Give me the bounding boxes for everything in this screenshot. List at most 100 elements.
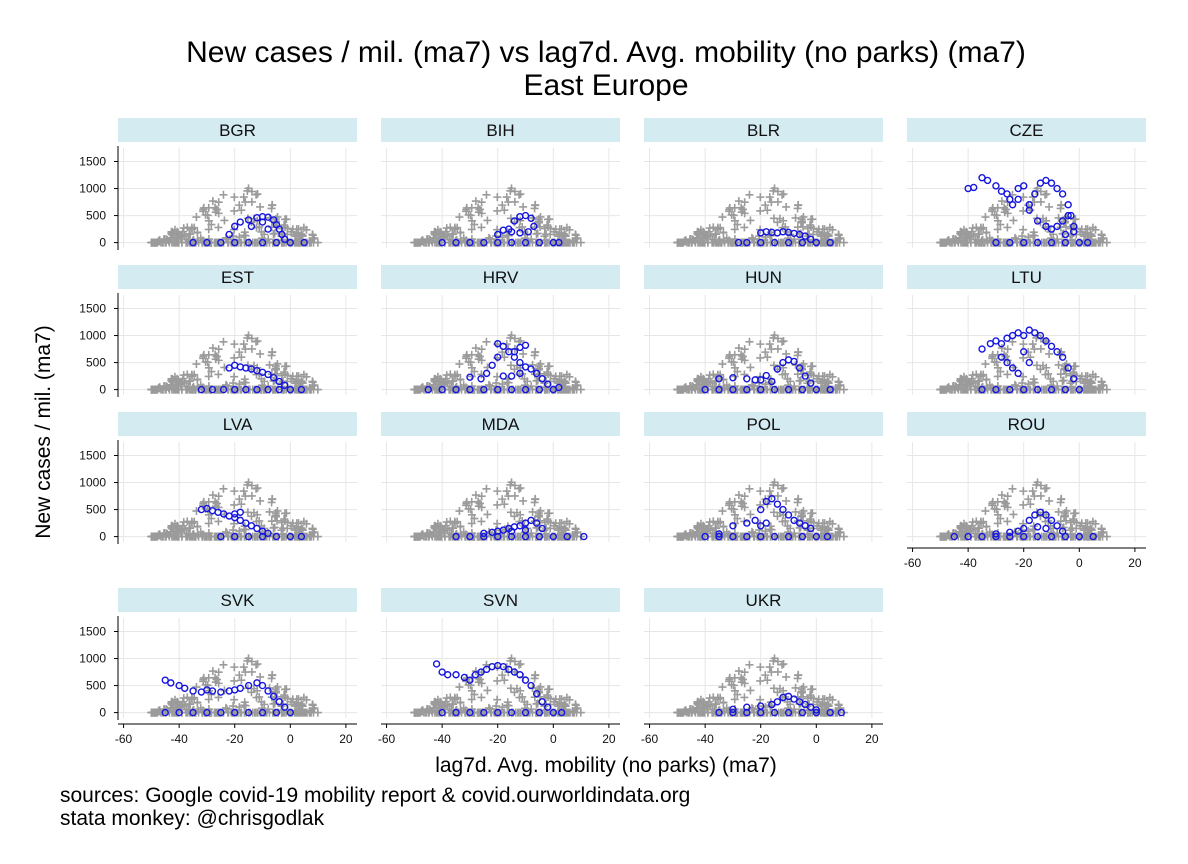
- data-point: [516, 343, 524, 352]
- background-point: [483, 510, 492, 519]
- background-point: [957, 230, 966, 239]
- background-point: [462, 207, 471, 216]
- background-point: [442, 224, 451, 233]
- panel-pol: POL: [644, 412, 883, 542]
- data-point: [264, 213, 272, 221]
- background-point: [235, 348, 244, 357]
- data-point: [978, 174, 986, 182]
- background-point: [241, 378, 250, 387]
- x-tick-label: -40: [170, 732, 188, 746]
- panel-rou: ROU-60 -40 -20 0 20: [904, 412, 1146, 570]
- data-point: [264, 385, 272, 394]
- background-point: [779, 190, 788, 199]
- data-point: [275, 377, 283, 386]
- data-point: [1031, 190, 1039, 198]
- background-point: [719, 228, 728, 237]
- background-point: [756, 487, 765, 496]
- background-point: [208, 344, 217, 353]
- data-point: [992, 182, 1000, 190]
- data-point: [236, 684, 244, 692]
- data-point: [1061, 238, 1070, 247]
- data-point: [516, 229, 524, 237]
- data-point: [269, 374, 278, 382]
- background-point: [756, 206, 765, 215]
- background-point: [544, 509, 553, 518]
- background-point: [271, 364, 280, 373]
- background-point: [208, 197, 217, 206]
- background-point: [243, 333, 252, 342]
- background-point: [483, 686, 492, 695]
- background-point: [467, 363, 476, 372]
- panel-label: ROU: [1008, 415, 1046, 434]
- data-point: [253, 385, 261, 394]
- background-point: [981, 360, 990, 369]
- background-point: [260, 230, 269, 239]
- data-point: [1033, 217, 1042, 225]
- data-point: [1036, 179, 1045, 187]
- background-point: [462, 354, 471, 363]
- background-point: [993, 216, 1002, 225]
- data-point: [784, 238, 793, 247]
- background-point: [504, 198, 513, 207]
- x-tick-label: 0: [550, 732, 557, 746]
- panel-ukr: UKR-60 -40 -20 0 20: [641, 588, 883, 746]
- data-point: [1008, 201, 1017, 209]
- data-point: [1067, 211, 1075, 220]
- background-point: [199, 207, 208, 216]
- background-point: [756, 340, 765, 349]
- data-point: [1047, 179, 1056, 187]
- background-point: [531, 347, 540, 356]
- panel-ltu: LTU: [907, 265, 1146, 395]
- data-point: [231, 238, 239, 247]
- background-point: [807, 509, 816, 518]
- background-point: [1003, 370, 1012, 379]
- panel-strip: [381, 265, 620, 289]
- data-point: [1003, 190, 1011, 198]
- data-point: [527, 365, 535, 373]
- data-point: [452, 671, 460, 679]
- background-point: [453, 223, 462, 232]
- background-point: [456, 228, 465, 237]
- background-point: [483, 216, 492, 225]
- panel-label: LVA: [223, 415, 253, 434]
- data-point: [300, 238, 308, 247]
- background-point: [230, 487, 239, 496]
- background-point: [432, 229, 441, 238]
- background-point: [519, 496, 528, 505]
- panel-strip: [381, 118, 620, 142]
- background-point: [431, 377, 440, 386]
- y-tick-label: 1500: [79, 449, 106, 463]
- background-point: [179, 371, 188, 380]
- y-tick-label: 1000: [79, 476, 106, 490]
- data-point: [488, 361, 496, 369]
- background-point: [241, 198, 250, 207]
- background-point: [241, 231, 250, 240]
- background-point: [493, 695, 502, 704]
- background-point: [169, 376, 178, 385]
- background-point: [694, 230, 703, 239]
- background-point: [204, 372, 213, 381]
- background-point: [308, 230, 317, 239]
- data-point: [225, 364, 233, 372]
- background-point: [745, 660, 754, 669]
- background-point: [477, 517, 486, 526]
- source-note: sources: Google covid-19 mobility report…: [60, 784, 690, 807]
- x-tick-label: -40: [696, 732, 714, 746]
- data-point: [443, 671, 452, 679]
- panel-mda: MDA: [381, 412, 620, 542]
- background-point: [243, 186, 252, 195]
- background-point: [967, 230, 976, 239]
- background-point: [533, 376, 542, 385]
- background-point: [565, 372, 574, 381]
- data-point: [1070, 228, 1078, 236]
- background-point: [533, 229, 542, 238]
- background-point: [791, 213, 800, 222]
- background-point: [546, 230, 555, 239]
- data-point: [1042, 222, 1050, 231]
- data-point: [247, 222, 256, 231]
- background-point: [502, 193, 511, 202]
- data-point: [1014, 369, 1022, 378]
- background-point: [981, 507, 990, 516]
- background-point: [730, 225, 739, 234]
- data-point: [762, 371, 770, 380]
